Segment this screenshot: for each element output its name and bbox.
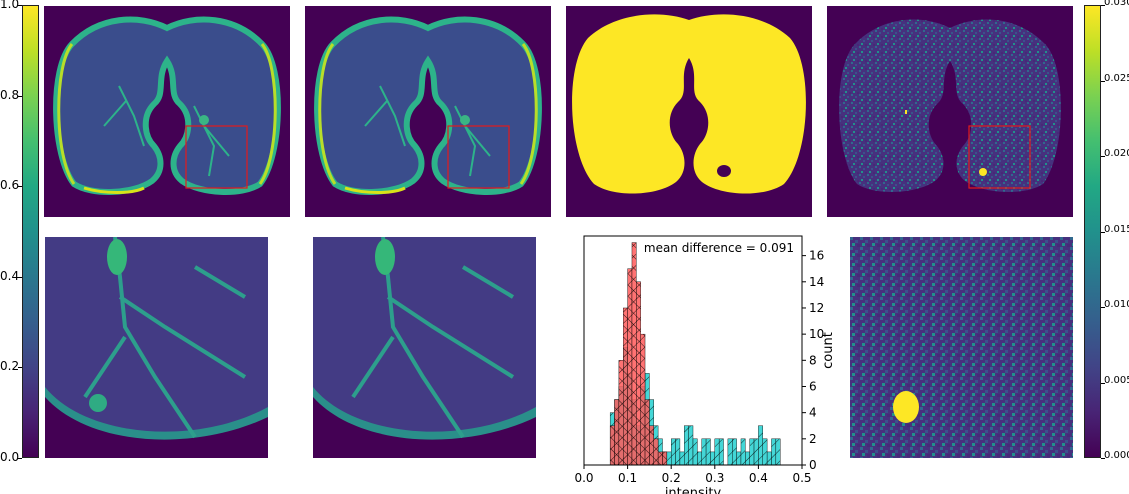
histogram-bar-hatch — [631, 242, 637, 466]
zoom-original — [45, 237, 268, 458]
histogram-y-label: count — [821, 332, 836, 369]
histogram-bar-hatch — [766, 451, 772, 466]
colorbar-right-tick-mark — [1101, 80, 1105, 82]
histogram-y-tick-label: 0 — [809, 458, 817, 472]
histogram-x-tick-label: 0.5 — [792, 471, 811, 485]
histogram-y-tick-label: 12 — [809, 301, 824, 315]
histogram-bar-hatch — [749, 438, 755, 466]
histogram-x-tick-label: 0.4 — [749, 471, 768, 485]
histogram-x-tick-label: 0.1 — [618, 471, 637, 485]
colorbar-left-tick-label: 0.4 — [0, 268, 20, 283]
histogram-bar-hatch — [740, 438, 746, 466]
ct-slice-reconstructed — [305, 6, 551, 217]
histogram-x-label: intensity — [665, 486, 722, 494]
histogram-x-tick-label: 0.3 — [705, 471, 724, 485]
histogram-bar-hatch — [618, 360, 624, 466]
histogram-y-tick-label: 2 — [809, 432, 817, 446]
histogram-y-tick-label: 14 — [809, 275, 824, 289]
histogram-bar-hatch — [692, 438, 698, 466]
histogram-bar-hatch — [714, 438, 720, 466]
ct-slice-original — [44, 6, 290, 217]
histogram-bar-hatch — [609, 425, 615, 466]
colorbar-left-tick-mark — [18, 95, 22, 97]
difference-map — [827, 6, 1073, 217]
colorbar-right-tick-mark — [1101, 5, 1105, 6]
histogram-bar-hatch — [684, 425, 689, 466]
colorbar-right-tick-label: 0.005 — [1104, 374, 1129, 386]
histogram-bar-hatch — [675, 438, 681, 466]
histogram-bar-hatch — [670, 438, 676, 466]
histogram-x-ticks: 0.0 0.1 0.2 0.3 0.4 0.5 — [574, 465, 812, 485]
histogram-x-tick-label: 0.0 — [574, 471, 593, 485]
colorbar-left-tick-label: 1.0 — [0, 0, 20, 11]
histogram-bar-hatch — [627, 268, 633, 466]
histogram-bar-hatch — [701, 438, 707, 466]
colorbar-left-tick-label: 0.2 — [0, 359, 20, 374]
histogram-bar-hatch — [657, 451, 663, 466]
histogram-bar-hatch — [640, 333, 646, 466]
zoom-difference — [850, 237, 1073, 458]
colorbar-right-tick-mark — [1101, 307, 1105, 308]
colorbar-left-tick-mark — [18, 276, 22, 278]
histogram-bar-hatch — [732, 438, 737, 466]
histogram-bar-hatch — [762, 438, 768, 466]
histogram-bar-hatch — [705, 438, 711, 466]
histogram-x-tick-label: 0.2 — [662, 471, 681, 485]
histogram-bar-hatch — [727, 438, 733, 466]
histogram-bar-hatch — [775, 438, 781, 466]
histogram-bar-hatch — [636, 281, 641, 466]
colorbar-left-tick-mark — [18, 5, 22, 6]
histogram-y-tick-label: 6 — [809, 379, 817, 393]
histogram-bar-hatch — [745, 451, 750, 466]
colorbar-left-tick-label: 0.0 — [0, 450, 20, 464]
colorbar-left-tick-label: 0.6 — [0, 178, 20, 193]
colorbar-right-tick-mark — [1101, 382, 1105, 384]
histogram-y-ticks: 0 2 4 6 8 10 12 14 16 — [802, 249, 824, 472]
colorbar-right — [1084, 5, 1101, 458]
colorbar-right-tick-label: 0.015 — [1104, 223, 1129, 235]
histogram-bar-hatch — [736, 451, 742, 466]
histogram-bar-hatch — [614, 399, 620, 466]
histogram-bar-hatch — [662, 451, 668, 466]
histogram-bar-hatch — [623, 307, 628, 466]
histogram-bar-hatch — [697, 451, 702, 466]
histogram-annotation: mean difference = 0.091 — [644, 241, 794, 255]
histogram-bar-hatch — [710, 451, 716, 466]
colorbar-left-tick-mark — [18, 186, 22, 188]
histogram-bar-hatch — [666, 451, 672, 466]
histogram-bar-hatch — [649, 425, 654, 466]
zoom-reconstructed — [313, 237, 536, 458]
histogram-y-tick-label: 4 — [809, 406, 817, 420]
colorbar-left — [22, 5, 39, 458]
colorbar-left-tick-mark — [18, 367, 22, 369]
colorbar-right-tick-label: 0.010 — [1104, 299, 1129, 310]
histogram-bar-hatch — [753, 438, 759, 466]
colorbar-right-tick-mark — [1101, 458, 1105, 459]
histogram-bars — [609, 242, 781, 466]
histogram-bar-hatch — [688, 425, 694, 466]
histogram-bar-hatch — [758, 425, 763, 466]
colorbar-right-tick-label: 0.020 — [1104, 148, 1129, 159]
lung-mask — [566, 6, 812, 217]
histogram-y-tick-label: 8 — [809, 353, 817, 367]
colorbar-left-tick-label: 0.8 — [0, 87, 20, 102]
histogram-y-tick-label: 16 — [809, 249, 824, 263]
histogram-bar-hatch — [644, 399, 650, 466]
histogram-bar-hatch — [718, 438, 724, 466]
histogram-y-tick-label: 10 — [809, 327, 824, 341]
colorbar-right-tick-mark — [1101, 156, 1105, 157]
colorbar-right-tick-label: 0.025 — [1104, 72, 1129, 84]
colorbar-left-tick-mark — [18, 458, 22, 459]
colorbar-right-tick-label: 0.030 — [1104, 0, 1129, 8]
histogram-chart: 0.0 0.1 0.2 0.3 0.4 0.5 0 2 4 6 8 10 12 14 16 mean di… — [574, 235, 836, 494]
histogram-bar-hatch — [679, 451, 685, 466]
histogram-axes-frame — [583, 235, 803, 466]
histogram-bar-hatch — [771, 438, 777, 466]
colorbar-right-tick-label: 0.000 — [1104, 450, 1129, 461]
colorbar-right-tick-mark — [1101, 231, 1105, 233]
histogram-bar-hatch — [653, 438, 659, 466]
